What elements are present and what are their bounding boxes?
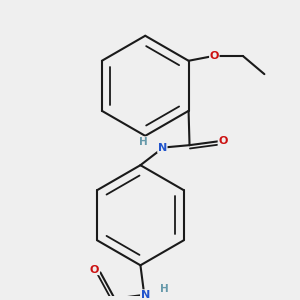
Text: N: N [158,142,167,152]
Text: O: O [218,136,228,146]
Text: O: O [210,51,219,61]
Text: H: H [160,284,169,294]
Text: N: N [141,290,150,300]
Text: H: H [139,137,148,147]
Text: O: O [90,265,99,275]
